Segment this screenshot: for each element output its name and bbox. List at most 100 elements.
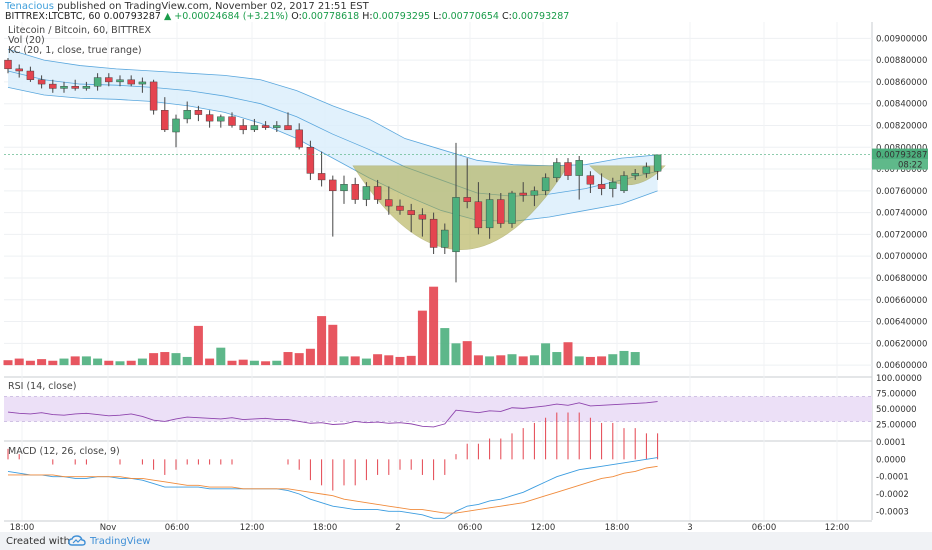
volume-bar: [552, 352, 562, 366]
volume-bar: [216, 347, 226, 366]
volume-bar: [608, 354, 618, 366]
volume-legend[interactable]: Vol (20): [8, 35, 45, 46]
candle-body: [138, 81, 147, 85]
volume-bar: [384, 355, 394, 366]
high-label: H:: [362, 11, 373, 22]
volume-bar: [585, 356, 595, 366]
volume-bar: [395, 356, 405, 366]
volume-bar: [48, 360, 58, 366]
open-value: 0.00778618: [301, 11, 360, 22]
last-price: 0.00793287: [103, 11, 161, 22]
candle-body: [609, 181, 617, 189]
volume-bar: [496, 355, 506, 366]
symbol-label: BITTREX:LTCBTC, 60: [5, 11, 101, 22]
candle-body: [284, 125, 292, 131]
volume-bar: [249, 360, 259, 366]
candle-body: [541, 177, 550, 192]
price-tick-label: 0.00820000: [876, 121, 927, 131]
candle-body: [575, 160, 583, 176]
candle-body: [396, 205, 404, 211]
macd-tick-label: 0.0001: [876, 438, 906, 448]
candle-body: [183, 110, 191, 120]
tradingview-brand[interactable]: TradingView: [90, 536, 151, 547]
candle-body: [586, 175, 595, 185]
candle-body: [508, 192, 516, 224]
high-value: 0.00793295: [372, 11, 431, 22]
candle-body: [71, 86, 79, 89]
candle-body: [217, 116, 225, 122]
last-price-label: 0.00793287: [876, 151, 927, 161]
candle-body: [452, 197, 460, 253]
candle-body: [351, 184, 359, 200]
volume-bar: [193, 325, 203, 366]
price-tick-label: 0.00640000: [876, 318, 927, 328]
macd-tick-label: -0.0001: [876, 473, 909, 483]
time-tick-label: 18:00: [313, 523, 338, 533]
volume-bar: [473, 355, 483, 366]
time-tick-label: 18:00: [10, 523, 35, 533]
time-tick-label: 12:00: [531, 523, 556, 533]
published-text: published on TradingView.com, November 0…: [57, 1, 369, 12]
candle-body: [250, 125, 259, 131]
volume-bar: [171, 353, 181, 366]
candle-body: [530, 190, 539, 196]
keltner-lower-line: [7, 86, 658, 222]
price-tick-label: 0.00720000: [876, 230, 927, 240]
candle-body: [385, 199, 393, 207]
time-tick-label: 3: [687, 523, 692, 533]
candle-body: [631, 173, 639, 176]
candle-body: [93, 77, 102, 87]
volume-bar: [541, 343, 551, 366]
volume-bar: [574, 356, 584, 366]
candle-body: [295, 129, 303, 148]
macd-legend[interactable]: MACD (12, 26, close, 9): [8, 446, 120, 457]
price-tick-label: 0.00600000: [876, 361, 927, 371]
price-tick-label: 0.00900000: [876, 34, 927, 44]
rsi-tick-label: 75.00000: [876, 390, 917, 400]
volume-bar: [485, 356, 495, 366]
volume-bar: [339, 356, 349, 366]
volume-bar: [115, 361, 125, 366]
candle-body: [228, 116, 236, 126]
author-link[interactable]: Tenacious: [5, 1, 54, 12]
volume-bar: [451, 343, 461, 366]
kc-legend[interactable]: KC (20, 1, close, true range): [8, 45, 142, 56]
candle-body: [273, 125, 281, 128]
time-tick-label: 06:00: [752, 523, 777, 533]
candle-body: [82, 86, 91, 89]
volume-bar: [25, 360, 35, 366]
candle-body: [127, 79, 135, 85]
volume-bar: [361, 358, 371, 366]
price-tick-label: 0.00700000: [876, 252, 927, 262]
rsi-legend[interactable]: RSI (14, close): [8, 381, 77, 392]
candle-body: [194, 110, 203, 115]
volume-bar: [518, 356, 528, 366]
volume-bar: [137, 358, 147, 366]
candle-body: [474, 201, 483, 229]
main-legend[interactable]: Litecoin / Bitcoin, 60, BITTREX: [8, 25, 152, 36]
change-value: +0.00024684 (+3.21%): [174, 11, 289, 22]
volume-bar: [406, 355, 416, 366]
price-tick-label: 0.00780000: [876, 165, 927, 175]
volume-bar: [70, 356, 80, 366]
macd-tick-label: -0.0002: [876, 490, 909, 500]
volume-bar: [440, 328, 450, 366]
candle-body: [60, 86, 68, 89]
volume-bar: [328, 324, 338, 366]
volume-bar: [59, 358, 69, 366]
candle-body: [172, 118, 180, 133]
candle-body: [261, 125, 270, 128]
candle-body: [485, 199, 494, 229]
open-label: O:: [291, 11, 302, 22]
volume-bar: [294, 353, 304, 366]
volume-bar: [462, 341, 472, 366]
candle-body: [15, 68, 23, 72]
price-tick-label: 0.00880000: [876, 56, 927, 66]
volume-bar: [429, 286, 439, 366]
candle-body: [463, 197, 471, 202]
countdown-badge: [872, 159, 928, 170]
candle-body: [620, 175, 628, 192]
volume-bar: [630, 352, 640, 366]
volume-bar: [227, 360, 237, 366]
